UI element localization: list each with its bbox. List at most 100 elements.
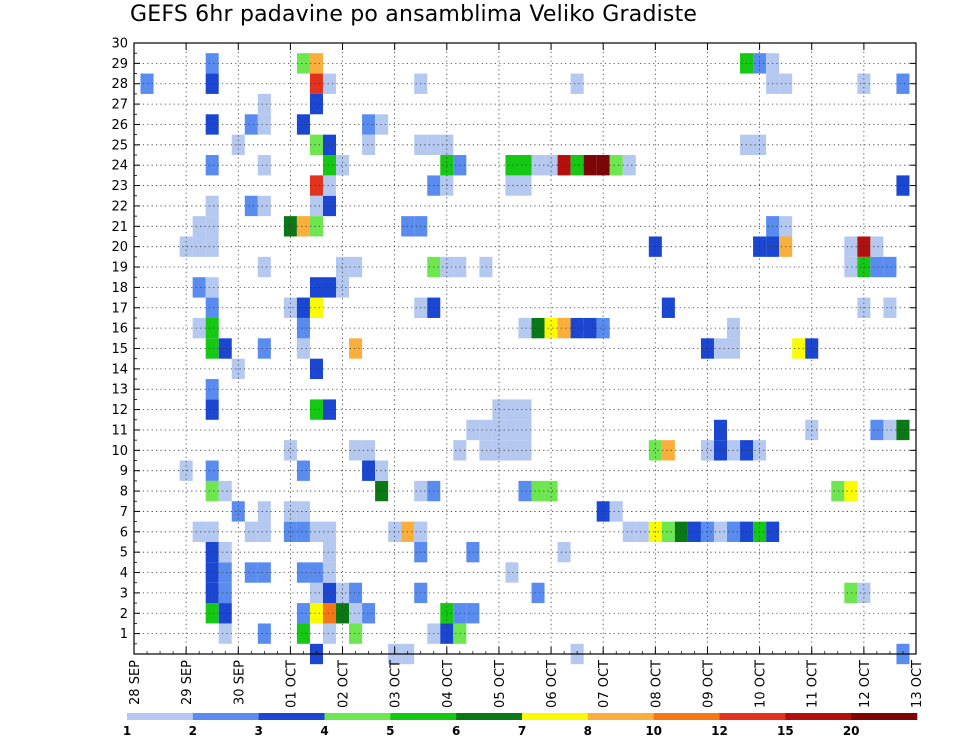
heatmap-cell bbox=[283, 501, 297, 522]
heatmap-cell bbox=[531, 582, 545, 604]
heatmap-cell bbox=[349, 603, 363, 624]
heatmap-cell bbox=[844, 582, 858, 604]
colorbar-label: 6 bbox=[452, 724, 460, 738]
heatmap-cell bbox=[896, 175, 910, 196]
x-tick-label: 29 SEP bbox=[180, 660, 195, 705]
colorbar-swatch bbox=[522, 713, 589, 720]
heatmap-cell bbox=[349, 582, 363, 604]
heatmap-cell bbox=[309, 53, 323, 74]
colorbar-swatch bbox=[719, 713, 786, 720]
heatmap-cell bbox=[205, 297, 219, 318]
x-tick-label: 03 OCT bbox=[389, 660, 404, 708]
heatmap-cell bbox=[192, 521, 206, 542]
chart-title: GEFS 6hr padavine po ansamblima Veliko G… bbox=[130, 2, 698, 27]
heatmap-cell bbox=[518, 440, 532, 461]
x-axis: 28 SEP 29 SEP 30 SEP 01 OCT 02 OCT 03 OCT 04 O… bbox=[128, 43, 925, 708]
colorbar-label: 10 bbox=[645, 724, 662, 738]
y-tick-label: 15 bbox=[111, 342, 128, 357]
heatmap-cell bbox=[544, 480, 558, 502]
heatmap-cell bbox=[205, 73, 219, 94]
heatmap-cell bbox=[505, 440, 519, 461]
colorbar-label: 20 bbox=[843, 724, 860, 738]
heatmap-cell bbox=[205, 603, 219, 624]
x-tick-label: 28 SEP bbox=[128, 660, 143, 705]
heatmap-cell bbox=[518, 419, 532, 441]
y-tick-label: 24 bbox=[111, 159, 128, 174]
x-tick-label: 05 OCT bbox=[493, 660, 508, 708]
y-tick-label: 19 bbox=[111, 261, 128, 276]
heatmap-cell bbox=[322, 541, 337, 563]
heatmap-cell bbox=[661, 521, 675, 542]
heatmap-cell bbox=[309, 93, 323, 115]
grid-lines bbox=[134, 43, 916, 654]
heatmap-cell bbox=[661, 297, 675, 318]
heatmap-cell bbox=[375, 114, 389, 135]
heatmap-cell bbox=[557, 317, 571, 339]
heatmap-cell bbox=[205, 277, 219, 298]
heatmap-cell bbox=[205, 379, 219, 400]
heatmap-cell bbox=[218, 562, 232, 583]
x-tick-label: 02 OCT bbox=[337, 660, 352, 708]
heatmap-cell bbox=[205, 399, 219, 420]
heatmap-cell bbox=[205, 317, 219, 339]
heatmap-cell bbox=[257, 501, 271, 522]
colorbar-swatch bbox=[258, 713, 325, 720]
y-tick-label: 2 bbox=[120, 607, 128, 622]
y-tick-label: 16 bbox=[111, 322, 128, 337]
y-tick-label: 22 bbox=[111, 199, 128, 214]
heatmap-cell bbox=[218, 338, 232, 359]
heatmap-cell bbox=[205, 236, 219, 257]
y-tick-label: 14 bbox=[111, 362, 128, 377]
heatmap-cell bbox=[205, 338, 219, 359]
heatmap-cell bbox=[609, 501, 623, 522]
y-tick-label: 17 bbox=[111, 301, 128, 316]
heatmap-cell bbox=[349, 440, 363, 461]
x-tick-label: 13 OCT bbox=[910, 660, 925, 708]
heatmap-cell bbox=[857, 582, 871, 604]
heatmap-cell bbox=[362, 603, 376, 624]
heatmap-cell bbox=[857, 236, 871, 257]
heatmap-cell bbox=[205, 480, 219, 502]
y-tick-label: 12 bbox=[111, 403, 128, 418]
colorbar-label: 12 bbox=[711, 724, 728, 738]
y-tick-label: 29 bbox=[111, 57, 128, 72]
heatmap-cell bbox=[336, 603, 350, 624]
heatmap-cell bbox=[896, 73, 910, 94]
y-tick-label: 13 bbox=[111, 383, 128, 398]
heatmap-cell bbox=[322, 521, 337, 542]
heatmap-cell bbox=[322, 155, 337, 176]
heatmap-cell bbox=[257, 562, 271, 583]
heatmap-cell bbox=[231, 501, 245, 522]
y-tick-label: 11 bbox=[111, 423, 128, 438]
heatmap-cell bbox=[531, 155, 545, 176]
heatmap-cell bbox=[883, 256, 897, 278]
heatmap-cell bbox=[205, 521, 219, 542]
heatmap-cell bbox=[296, 216, 310, 237]
heatmap-cell bbox=[296, 338, 310, 359]
heatmap-cell bbox=[322, 195, 337, 217]
heatmap-cell bbox=[349, 338, 363, 359]
x-tick-label: 12 OCT bbox=[858, 660, 873, 708]
heatmap-cell bbox=[257, 114, 271, 135]
heatmap-cell bbox=[583, 317, 597, 339]
heatmap-cell bbox=[218, 582, 232, 604]
heatmap-cell bbox=[322, 623, 337, 644]
heatmap-cell bbox=[283, 440, 297, 461]
heatmap-cell bbox=[375, 460, 389, 481]
colorbar: 1 2 3 4 5 6 7 8 10 12 15 20 bbox=[123, 713, 918, 738]
heatmap-cell bbox=[661, 440, 675, 461]
colorbar-label: 15 bbox=[777, 724, 794, 738]
heatmap-cell bbox=[309, 562, 323, 583]
x-tick-label: 30 SEP bbox=[232, 660, 247, 705]
heatmap-cell bbox=[296, 297, 310, 318]
heatmap-cell bbox=[192, 216, 206, 237]
heatmap-cell bbox=[205, 155, 219, 176]
heatmap-cell bbox=[205, 460, 219, 481]
heatmap-cell bbox=[596, 501, 610, 522]
heatmap-cell bbox=[518, 317, 532, 339]
x-tick-label: 06 OCT bbox=[545, 660, 560, 708]
heatmap-cell bbox=[205, 53, 219, 74]
colorbar-swatch bbox=[785, 713, 852, 720]
heatmap-cell bbox=[700, 338, 714, 359]
heatmap-cell bbox=[362, 134, 376, 156]
